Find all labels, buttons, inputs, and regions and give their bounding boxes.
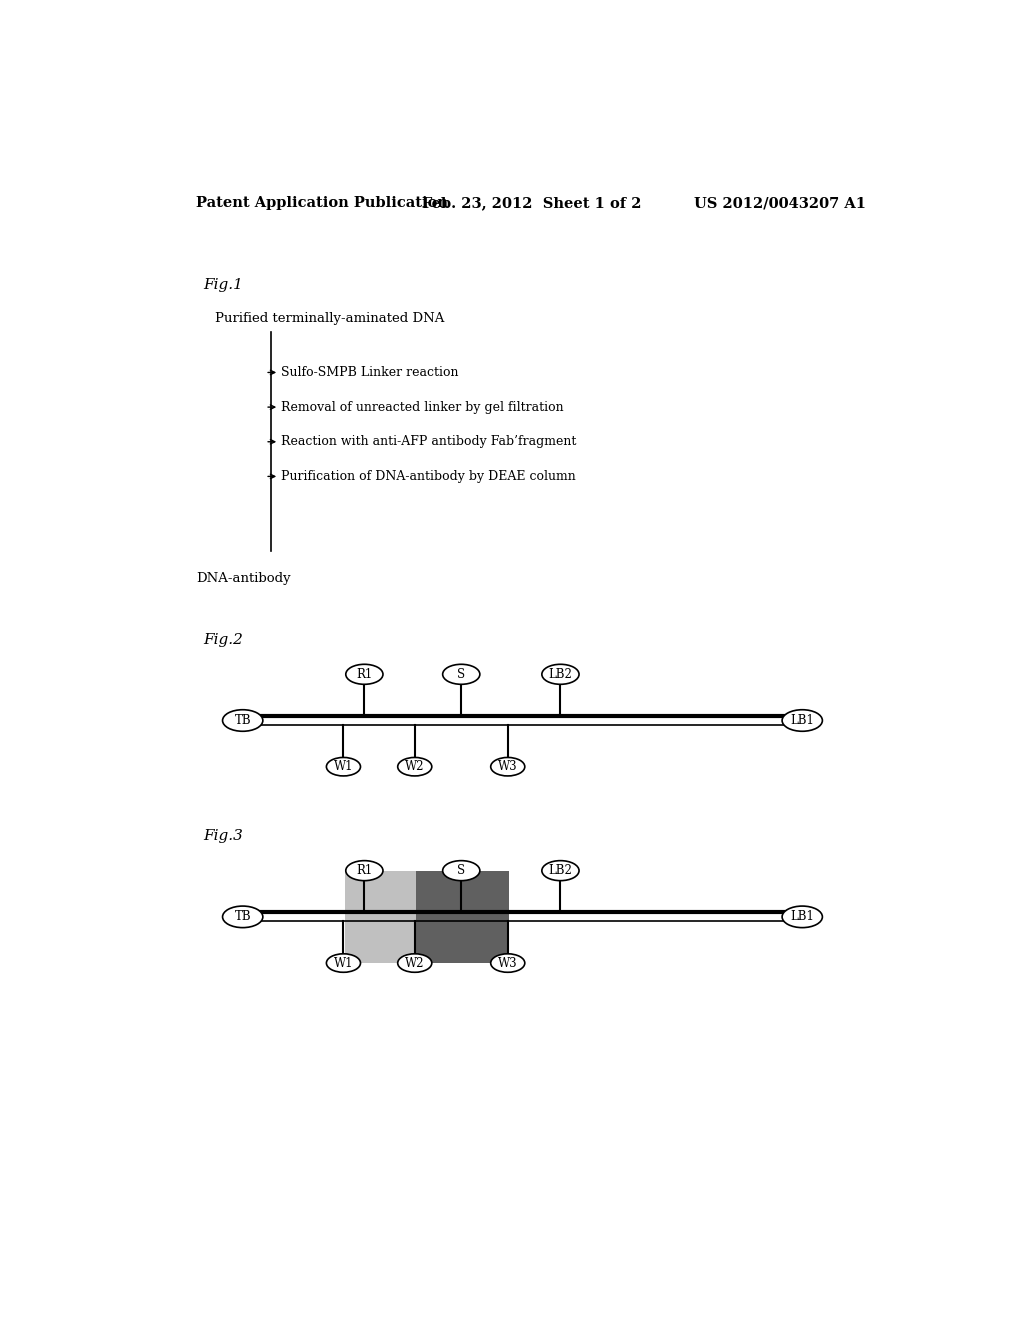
Text: LB1: LB1 [791, 714, 814, 727]
Text: LB2: LB2 [549, 668, 572, 681]
Ellipse shape [442, 861, 480, 880]
Text: W1: W1 [334, 957, 353, 970]
Text: W3: W3 [498, 760, 517, 774]
Ellipse shape [782, 710, 822, 731]
Text: Sulfo-SMPB Linker reaction: Sulfo-SMPB Linker reaction [282, 366, 459, 379]
Text: Removal of unreacted linker by gel filtration: Removal of unreacted linker by gel filtr… [282, 400, 564, 413]
Text: Fig.2: Fig.2 [203, 632, 243, 647]
Bar [345, 871, 417, 964]
Text: TB: TB [234, 714, 251, 727]
Text: Purification of DNA-antibody by DEAE column: Purification of DNA-antibody by DEAE col… [282, 470, 577, 483]
Text: US 2012/0043207 A1: US 2012/0043207 A1 [693, 197, 865, 210]
Text: R1: R1 [356, 865, 373, 878]
Text: Patent Application Publication: Patent Application Publication [197, 197, 449, 210]
Ellipse shape [327, 954, 360, 973]
Text: Purified terminally-aminated DNA: Purified terminally-aminated DNA [215, 312, 444, 325]
Text: Fig.3: Fig.3 [203, 829, 243, 843]
Text: LB1: LB1 [791, 911, 814, 924]
Ellipse shape [442, 664, 480, 684]
Text: R1: R1 [356, 668, 373, 681]
Ellipse shape [542, 861, 579, 880]
Text: W2: W2 [406, 957, 425, 970]
Text: W3: W3 [498, 957, 517, 970]
Ellipse shape [346, 664, 383, 684]
Ellipse shape [490, 758, 524, 776]
Ellipse shape [346, 861, 383, 880]
Text: W2: W2 [406, 760, 425, 774]
Text: Feb. 23, 2012  Sheet 1 of 2: Feb. 23, 2012 Sheet 1 of 2 [423, 197, 642, 210]
Text: DNA-antibody: DNA-antibody [197, 572, 291, 585]
Ellipse shape [490, 954, 524, 973]
Text: S: S [457, 865, 465, 878]
Bar [417, 871, 509, 964]
Ellipse shape [782, 906, 822, 928]
Ellipse shape [397, 758, 432, 776]
Ellipse shape [327, 758, 360, 776]
Text: Fig.1: Fig.1 [203, 279, 243, 293]
Text: W1: W1 [334, 760, 353, 774]
Text: TB: TB [234, 911, 251, 924]
Text: S: S [457, 668, 465, 681]
Text: Reaction with anti-AFP antibody Fab’fragment: Reaction with anti-AFP antibody Fab’frag… [282, 436, 577, 449]
Ellipse shape [397, 954, 432, 973]
Text: LB2: LB2 [549, 865, 572, 878]
Ellipse shape [542, 664, 579, 684]
Ellipse shape [222, 710, 263, 731]
Ellipse shape [222, 906, 263, 928]
